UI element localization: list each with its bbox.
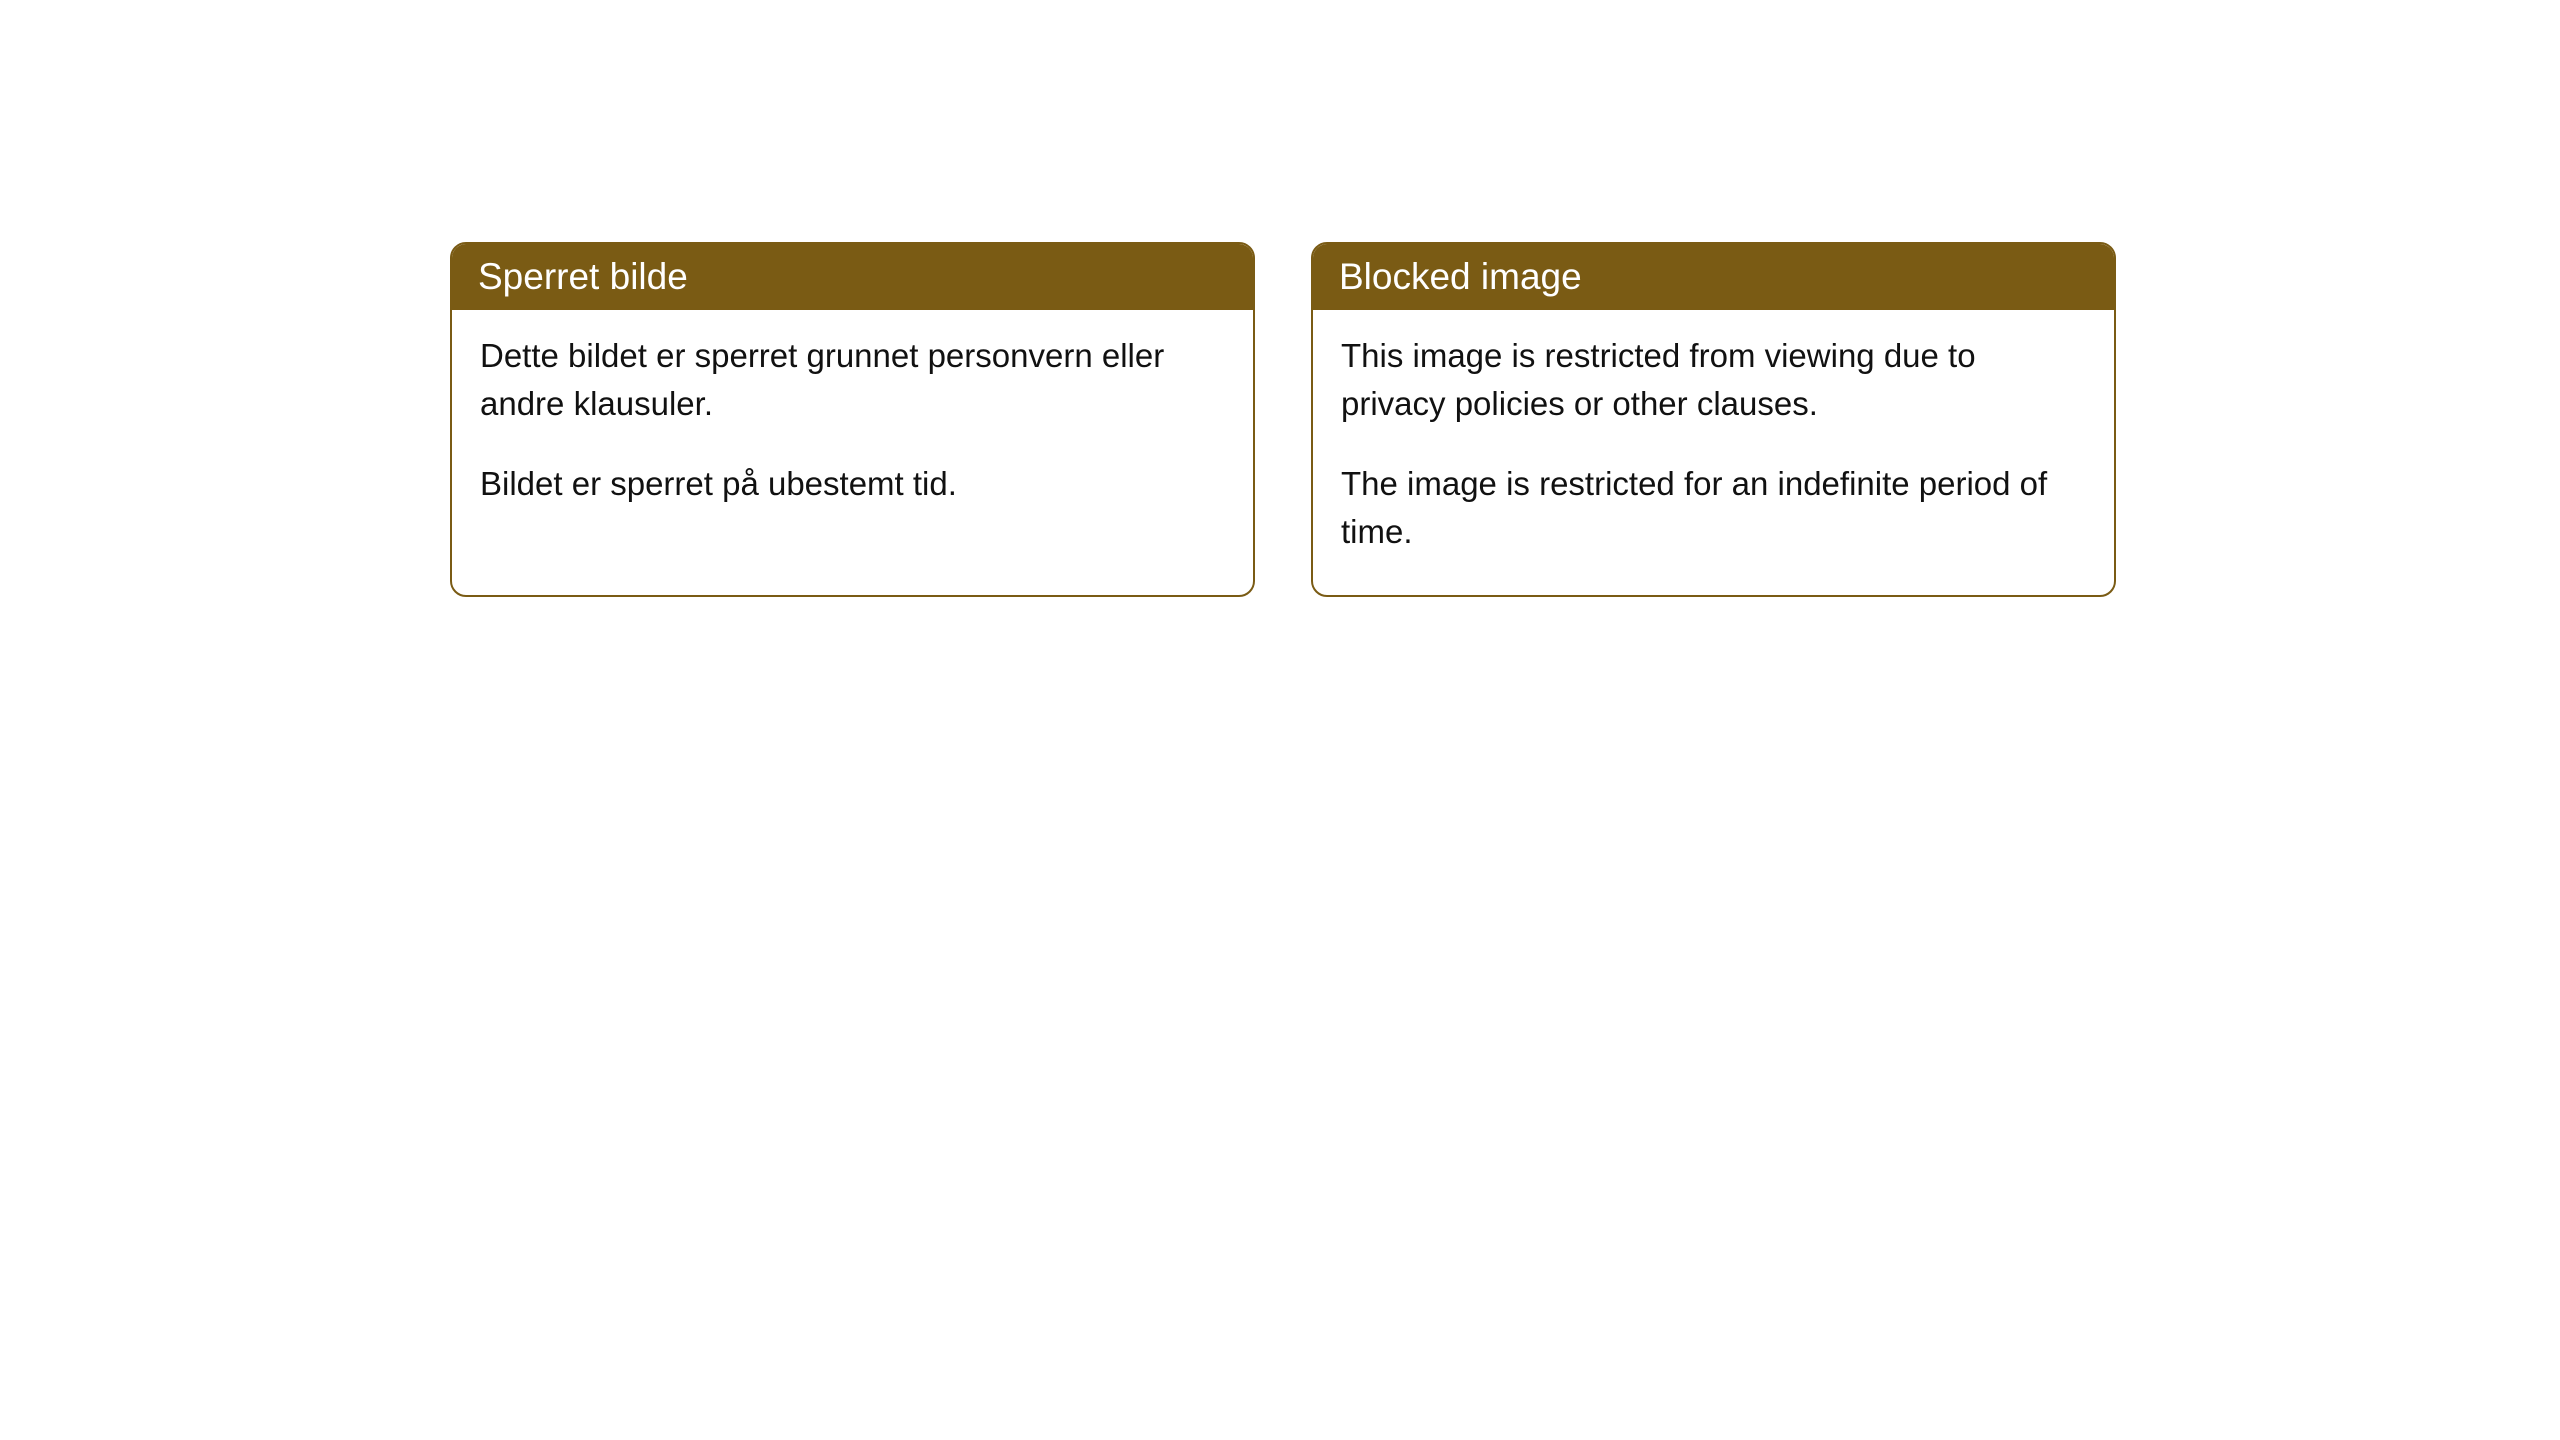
card-title: Sperret bilde: [478, 256, 688, 297]
card-paragraph: This image is restricted from viewing du…: [1341, 332, 2086, 428]
card-paragraph: Dette bildet er sperret grunnet personve…: [480, 332, 1225, 428]
blocked-image-card-norwegian: Sperret bilde Dette bildet er sperret gr…: [450, 242, 1255, 597]
card-body-english: This image is restricted from viewing du…: [1313, 310, 2114, 595]
card-body-norwegian: Dette bildet er sperret grunnet personve…: [452, 310, 1253, 548]
card-paragraph: The image is restricted for an indefinit…: [1341, 460, 2086, 556]
card-title: Blocked image: [1339, 256, 1582, 297]
card-header-english: Blocked image: [1313, 244, 2114, 310]
card-paragraph: Bildet er sperret på ubestemt tid.: [480, 460, 1225, 508]
notice-cards-container: Sperret bilde Dette bildet er sperret gr…: [450, 242, 2116, 597]
card-header-norwegian: Sperret bilde: [452, 244, 1253, 310]
blocked-image-card-english: Blocked image This image is restricted f…: [1311, 242, 2116, 597]
